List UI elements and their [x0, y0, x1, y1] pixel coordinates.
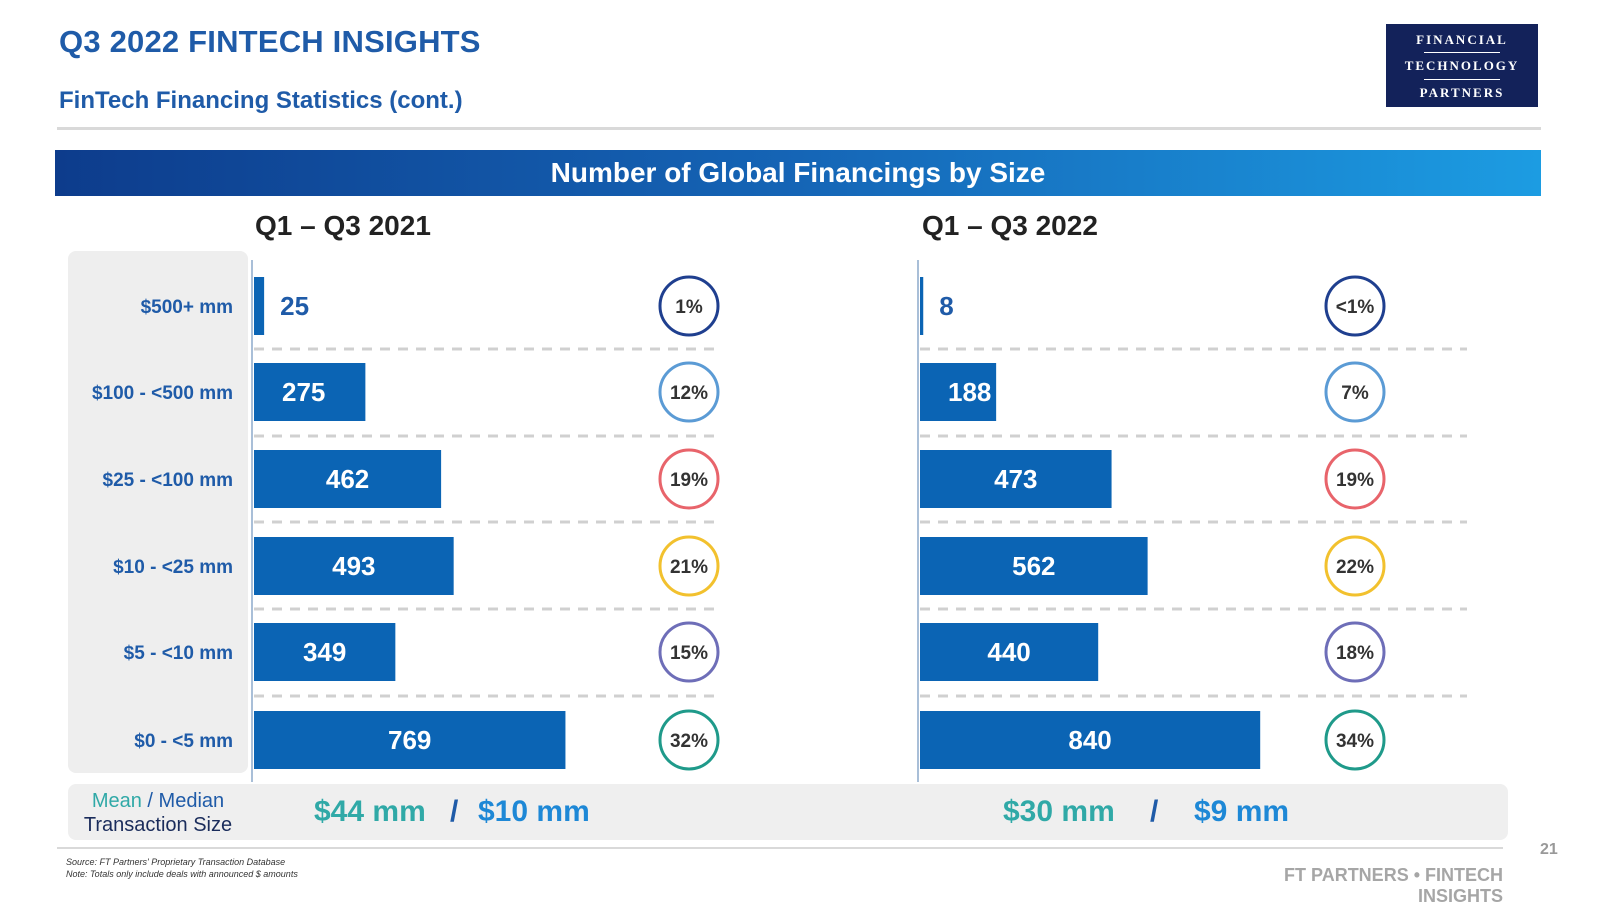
- summary-label: Mean / Median Transaction Size: [68, 789, 248, 837]
- separator-2022: /: [1150, 795, 1159, 828]
- bar-value-label: 840: [1068, 725, 1111, 755]
- share-label: 32%: [670, 731, 708, 752]
- chart-2021-title: Q1 – Q3 2021: [255, 210, 431, 241]
- category-label: $25 - <100 mm: [103, 470, 233, 491]
- summary-label-median: Median: [158, 790, 225, 812]
- share-label: <1%: [1336, 297, 1375, 318]
- bar-value-label: 349: [303, 637, 346, 667]
- mean-2021: $44 mm: [314, 795, 426, 828]
- median-2022: $9 mm: [1194, 795, 1290, 828]
- share-circle: [658, 535, 720, 597]
- bar-value-label: 275: [282, 377, 325, 407]
- category-label: $5 - <10 mm: [124, 643, 233, 664]
- summary-label-slash: /: [147, 790, 153, 812]
- mean-2022: $30 mm: [1003, 795, 1115, 828]
- share-circle: [658, 361, 720, 423]
- share-label: 19%: [670, 470, 708, 491]
- share-circle: [1324, 448, 1386, 510]
- bar: [254, 623, 396, 681]
- share-circle: [1324, 709, 1386, 771]
- share-label: 19%: [1336, 470, 1374, 491]
- note-line: Note: Totals only include deals with ann…: [66, 869, 298, 879]
- bar: [920, 277, 924, 335]
- summary-label-line2: Transaction Size: [83, 814, 233, 836]
- category-label: $10 - <25 mm: [113, 557, 233, 578]
- source-note: Source: FT Partners' Proprietary Transac…: [66, 856, 298, 880]
- category-label: $0 - <5 mm: [134, 731, 233, 752]
- share-label: 21%: [670, 557, 708, 578]
- share-circle: [658, 621, 720, 683]
- share-label: 1%: [675, 297, 703, 318]
- page-subtitle: FinTech Financing Statistics (cont.): [59, 87, 463, 114]
- page-number: 21: [1540, 841, 1558, 858]
- bar-value-label: 493: [332, 551, 375, 581]
- bar: [920, 363, 997, 421]
- bar-value-label: 473: [994, 464, 1037, 494]
- category-label: $500+ mm: [141, 297, 233, 318]
- chart-2022-title: Q1 – Q3 2022: [922, 210, 1098, 241]
- share-circle: [1324, 275, 1386, 337]
- bar: [254, 277, 265, 335]
- bar: [920, 450, 1112, 508]
- summary-label-mean: Mean: [91, 790, 142, 812]
- header-divider: [57, 127, 1541, 130]
- section-banner: Number of Global Financings by Size: [55, 150, 1541, 196]
- share-circle: [658, 709, 720, 771]
- bar: [254, 537, 454, 595]
- share-label: 12%: [670, 383, 708, 404]
- share-circle: [658, 448, 720, 510]
- bar-value-label: 562: [1012, 551, 1055, 581]
- company-logo: FINANCIAL TECHNOLOGY PARTNERS: [1386, 24, 1538, 107]
- logo-line-1: FINANCIAL: [1416, 32, 1508, 47]
- share-circle: [658, 275, 720, 337]
- logo-line-3: PARTNERS: [1419, 85, 1505, 100]
- bar-value-label: 769: [388, 725, 431, 755]
- share-circle: [1324, 621, 1386, 683]
- bar-value-label: 25: [280, 291, 309, 321]
- summary-band: [68, 784, 1508, 840]
- page-title: Q3 2022 FINTECH INSIGHTS: [59, 24, 481, 59]
- share-label: 15%: [670, 643, 708, 664]
- bar: [254, 711, 566, 769]
- footer-brand: FT PARTNERS • FINTECH INSIGHTS: [1284, 865, 1503, 906]
- share-circle: [1324, 361, 1386, 423]
- separator-2021: /: [450, 795, 459, 828]
- category-panel: [68, 251, 248, 773]
- median-2021: $10 mm: [478, 795, 590, 828]
- bar-value-label: 440: [987, 637, 1030, 667]
- bar-value-label: 462: [326, 464, 369, 494]
- bar: [254, 363, 366, 421]
- bar: [920, 711, 1261, 769]
- share-label: 7%: [1341, 383, 1369, 404]
- footer-divider: [57, 847, 1503, 849]
- category-label: $100 - <500 mm: [92, 383, 233, 404]
- logo-rule-1: [1424, 52, 1500, 53]
- share-circle: [1324, 535, 1386, 597]
- banner-title: Number of Global Financings by Size: [550, 157, 1046, 188]
- share-label: 34%: [1336, 731, 1374, 752]
- source-line: Source: FT Partners' Proprietary Transac…: [66, 857, 286, 867]
- bar: [920, 623, 1099, 681]
- bar: [254, 450, 442, 508]
- bar-value-label: 188: [948, 377, 991, 407]
- share-label: 18%: [1336, 643, 1374, 664]
- logo-line-2: TECHNOLOGY: [1404, 58, 1520, 73]
- bar-value-label: 8: [939, 291, 953, 321]
- share-label: 22%: [1336, 557, 1374, 578]
- logo-rule-2: [1424, 79, 1500, 80]
- bar: [920, 537, 1148, 595]
